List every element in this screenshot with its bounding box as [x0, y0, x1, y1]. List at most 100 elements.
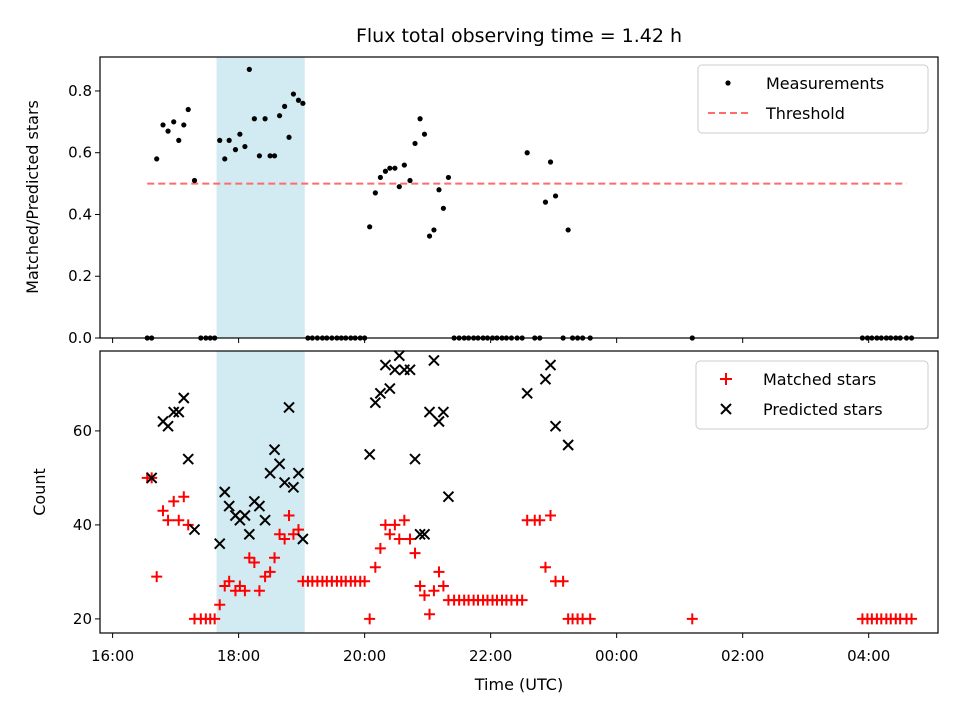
matched-point — [151, 571, 163, 583]
predicted-point — [223, 500, 235, 512]
measurement-point — [271, 153, 278, 159]
top-panel: 0.00.20.40.60.8 Matched/Predicted stars … — [23, 56, 939, 347]
matched-point — [428, 585, 440, 597]
matched-point — [364, 613, 376, 625]
measurement-point — [242, 143, 248, 150]
matched-point — [239, 585, 251, 597]
matched-point — [259, 571, 271, 583]
measurement-point — [185, 106, 191, 113]
measurement-point — [552, 193, 559, 199]
bottom-x-ticks: 16:00 18:00 20:00 22:00 00:00 02:00 04:00 — [91, 633, 890, 665]
matched-point — [157, 505, 169, 517]
matched-point — [424, 608, 436, 620]
y-tick-label: 40 — [73, 516, 92, 534]
measurement-point — [171, 119, 177, 125]
matched-point — [274, 528, 286, 540]
predicted-point — [283, 401, 295, 414]
count-points — [141, 349, 918, 625]
measurement-point — [417, 116, 423, 122]
predicted-point — [418, 528, 431, 541]
y-tick-label: 0.8 — [68, 82, 92, 100]
measurement-point — [237, 131, 243, 137]
legend-measurements-marker — [725, 80, 731, 86]
predicted-point — [264, 467, 276, 479]
measurement-point — [217, 137, 223, 143]
y-tick-label: 0.6 — [68, 144, 92, 162]
measurement-point — [267, 153, 273, 159]
predicted-point — [404, 364, 416, 376]
measurement-point — [372, 190, 378, 196]
x-axis-label: Time (UTC) — [474, 675, 563, 694]
measurement-point — [392, 165, 398, 171]
measurement-point — [436, 187, 442, 193]
matched-point — [534, 514, 546, 526]
predicted-point — [379, 359, 392, 371]
measurement-point — [396, 184, 402, 190]
measurement-point — [251, 116, 257, 122]
legend-predicted-label: Predicted stars — [763, 400, 883, 419]
measurement-point — [165, 128, 171, 134]
matched-point — [539, 561, 551, 573]
measurement-point — [282, 103, 288, 110]
predicted-point — [562, 439, 574, 451]
predicted-point — [259, 514, 271, 526]
legend-measurements-label: Measurements — [766, 74, 884, 93]
predicted-point — [292, 467, 305, 479]
predicted-point — [433, 415, 445, 428]
predicted-point — [428, 354, 440, 367]
matched-point — [516, 594, 528, 606]
measurement-point — [276, 113, 283, 119]
measurement-point — [160, 122, 166, 128]
measurement-point — [407, 177, 413, 184]
matched-point — [906, 613, 918, 625]
predicted-point — [521, 387, 533, 400]
x-tick-label: 22:00 — [469, 647, 512, 665]
top-legend-box — [697, 64, 929, 134]
top-legend: Measurements Threshold — [697, 64, 929, 134]
matched-point — [418, 589, 430, 601]
top-y-axis-label: Matched/Predicted stars — [23, 100, 42, 294]
top-x-ticks — [112, 338, 870, 343]
measurement-point — [191, 177, 198, 184]
predicted-point — [188, 523, 201, 536]
matched-point — [182, 519, 194, 531]
measurement-point — [300, 100, 306, 106]
measurement-point — [286, 134, 292, 140]
measurement-point — [382, 168, 389, 174]
predicted-point — [173, 406, 185, 418]
matched-point — [162, 514, 174, 526]
measurement-point — [222, 156, 228, 162]
chart-title: Flux total observing time = 1.42 h — [356, 25, 682, 47]
matched-point — [557, 575, 569, 587]
x-tick-label: 02:00 — [721, 647, 764, 665]
y-tick-label: 0.4 — [68, 205, 92, 223]
measurement-point — [401, 162, 407, 168]
matched-point — [287, 528, 299, 540]
top-axes-frame — [99, 56, 939, 339]
predicted-point — [182, 453, 194, 465]
predicted-point — [363, 448, 376, 461]
matched-point — [253, 585, 265, 597]
matched-point — [414, 580, 426, 592]
matched-point — [283, 510, 295, 521]
y-tick-label: 20 — [73, 610, 92, 628]
top-y-ticks: 0.0 0.2 0.4 0.6 0.8 — [68, 82, 100, 347]
measurement-point — [445, 174, 452, 181]
legend-predicted-marker — [720, 403, 732, 415]
predicted-point — [162, 420, 174, 432]
matched-point — [223, 575, 235, 587]
predicted-point — [409, 453, 421, 465]
measurement-point — [565, 227, 571, 233]
measurement-point — [440, 205, 446, 211]
matched-point — [393, 533, 405, 545]
matched-point — [178, 491, 190, 503]
predicted-point — [243, 528, 256, 541]
observing-span — [216, 57, 305, 338]
predicted-point — [278, 476, 291, 489]
matched-point — [173, 514, 185, 526]
legend-matched-marker — [720, 373, 732, 385]
measurement-point — [154, 156, 160, 162]
matched-point — [404, 533, 416, 545]
matched-point — [409, 547, 421, 559]
predicted-point — [442, 490, 455, 503]
